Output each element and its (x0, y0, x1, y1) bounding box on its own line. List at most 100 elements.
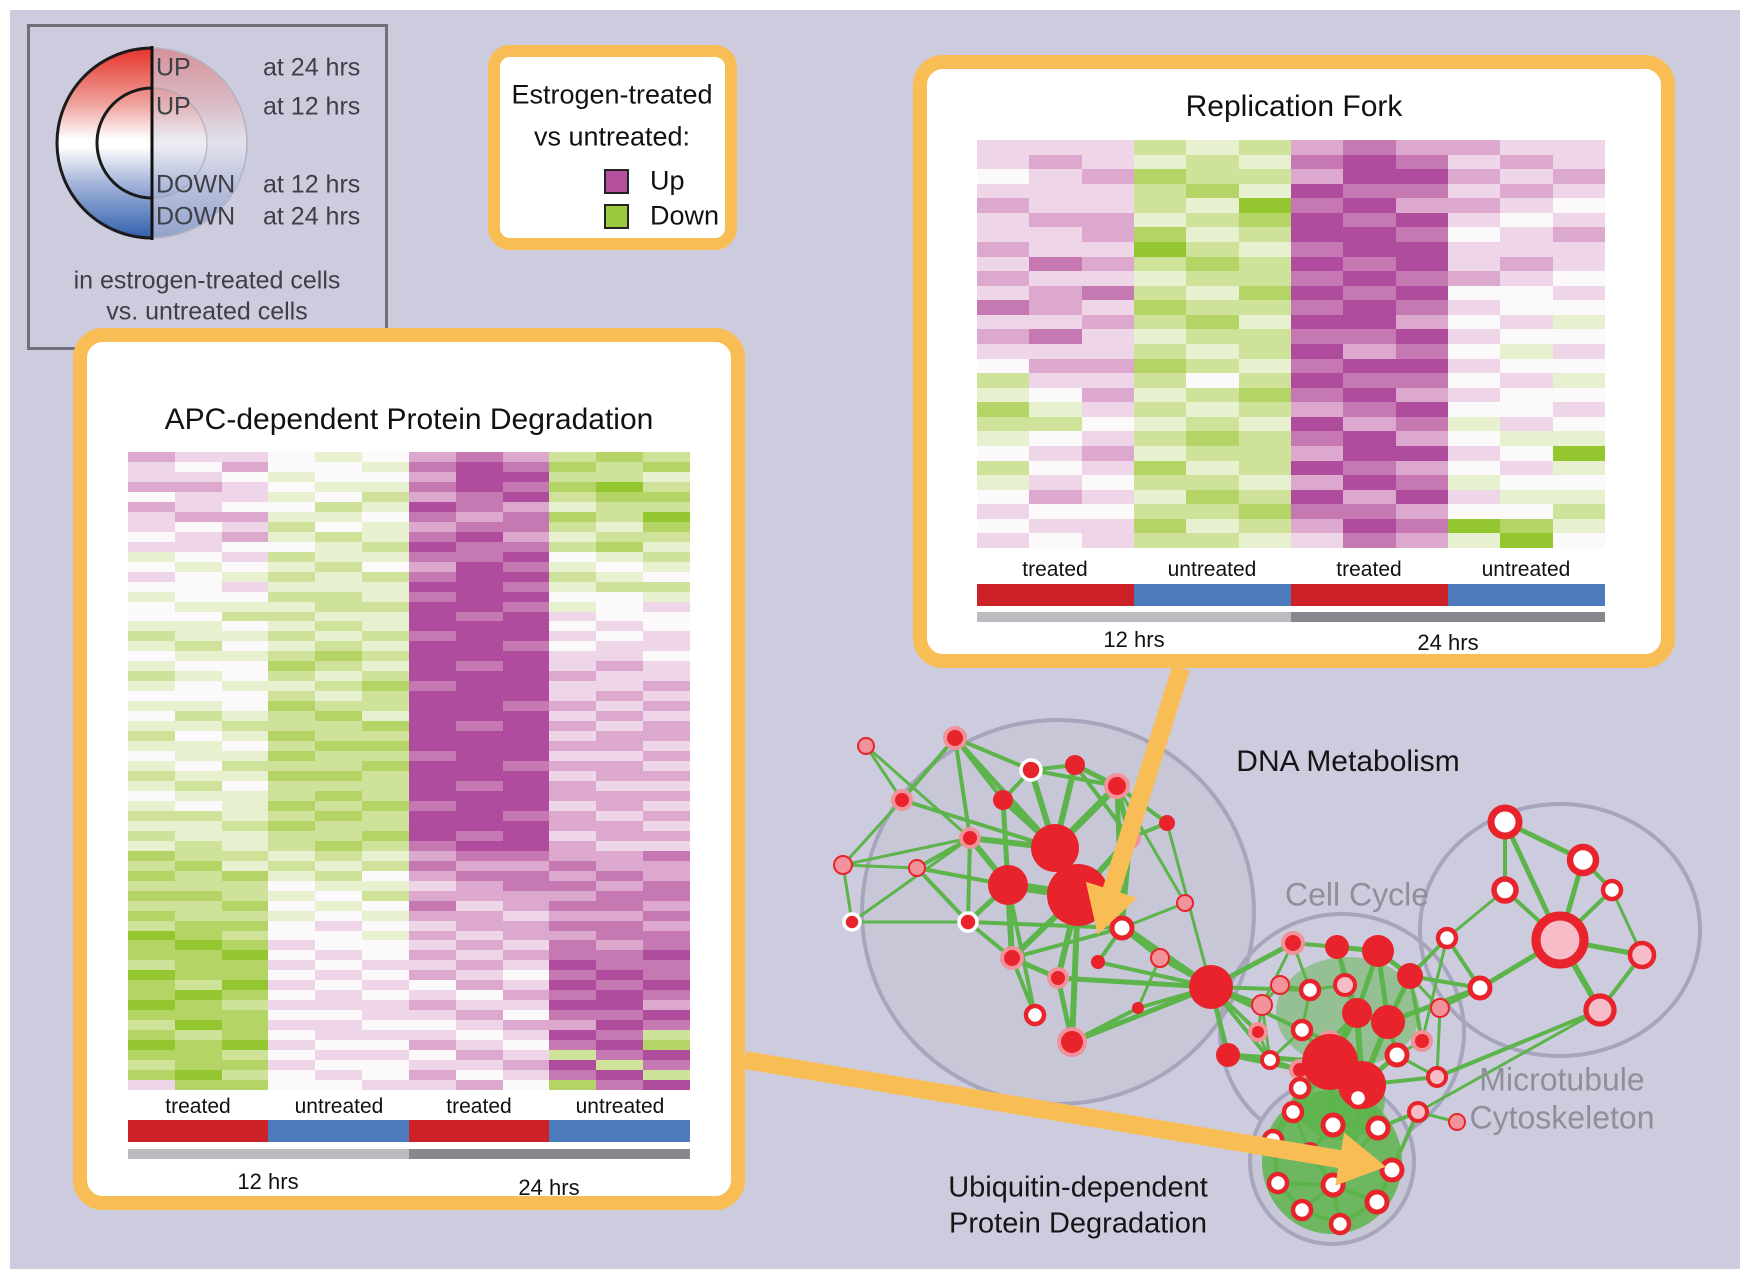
heatmap-cell (1447, 256, 1501, 272)
heatmap-cell (408, 960, 456, 971)
heatmap-cell (362, 481, 409, 492)
heatmap-cell (455, 990, 503, 1001)
heatmap-cell (128, 1050, 175, 1061)
heatmap-cell (408, 641, 456, 652)
heatmap-cell (643, 910, 690, 921)
heatmap-cell (502, 790, 550, 801)
heatmap-cell (1500, 343, 1553, 359)
heatmap-cell (362, 1030, 409, 1041)
heatmap-cell (174, 940, 222, 951)
heatmap-cell (1500, 154, 1553, 170)
heatmap-cell (1552, 416, 1605, 432)
heatmap-cell (643, 1010, 690, 1021)
heatmap-cell (408, 661, 456, 672)
heatmap-cell (268, 731, 316, 742)
heatmap-cell (977, 154, 1030, 170)
heatmap-cell (315, 980, 363, 991)
heatmap-cell (315, 701, 363, 712)
heatmap-cell (643, 491, 690, 502)
heatmap-cell (174, 1070, 222, 1081)
heatmap-cell (643, 691, 690, 702)
heatmap-cell (408, 501, 456, 512)
heatmap-cell (455, 1080, 503, 1090)
heatmap-cell (455, 581, 503, 592)
heatmap-cell (268, 850, 316, 861)
heatmap-cell (315, 910, 363, 921)
heatmap-cell (1343, 416, 1396, 432)
heatmap-cell (174, 591, 222, 602)
heatmap-cell (408, 452, 456, 462)
heatmap-cell (1029, 387, 1082, 403)
heatmap-cell (268, 711, 316, 722)
heatmap-cell (408, 1020, 456, 1031)
heatmap-cell (1395, 169, 1448, 184)
heatmap-cell (128, 541, 175, 552)
heatmap-cell (549, 1060, 597, 1071)
heatmap-cell (1500, 460, 1553, 476)
heatmap-cell (502, 1060, 550, 1071)
heatmap-cell (455, 541, 503, 552)
heatmap-cell (128, 930, 175, 941)
heatmap-cell (1500, 489, 1553, 505)
apc-treated-bar-24 (409, 1120, 549, 1142)
heatmap-cell (1343, 300, 1396, 315)
heatmap-cell (1133, 154, 1187, 170)
heatmap-cell (221, 1070, 269, 1081)
heatmap-cell (408, 850, 456, 861)
heatmap-cell (596, 800, 644, 811)
heatmap-cell (315, 850, 363, 861)
heatmap-cell (1029, 183, 1082, 199)
rf-12hrs-label: 12 hrs (1103, 627, 1165, 652)
heatmap-cell (1343, 241, 1396, 257)
heatmap-cell (362, 501, 409, 512)
heatmap-cell (315, 491, 363, 502)
heatmap-cell (455, 491, 503, 502)
heatmap-cell (1447, 431, 1501, 446)
heatmap-cell (1081, 329, 1134, 344)
heatmap-cell (1290, 256, 1344, 272)
heatmap-cell (174, 830, 222, 841)
heatmap-cell (549, 641, 597, 652)
heatmap-cell (643, 711, 690, 722)
heatmap-cell (362, 1000, 409, 1011)
heatmap-cell (1081, 140, 1134, 155)
heatmap-cell (1395, 416, 1448, 432)
heatmap-cell (643, 890, 690, 901)
heatmap-cell (549, 661, 597, 672)
heatmap-cell (362, 771, 409, 781)
heatmap-cell (596, 940, 644, 951)
heatmap-cell (128, 890, 175, 901)
heatmap-cell (1343, 402, 1396, 417)
heatmap-cell (362, 1020, 409, 1031)
heatmap-cell (128, 1070, 175, 1081)
heatmap-cell (455, 771, 503, 781)
heatmap-cell (502, 571, 550, 582)
heatmap-cell (315, 501, 363, 512)
heatmap-cell (1081, 169, 1134, 184)
heatmap-cell (1029, 140, 1082, 155)
ring-legend-footer-1: in estrogen-treated cells (73, 266, 341, 295)
heatmap-cell (128, 551, 175, 562)
heatmap-cell (643, 830, 690, 841)
heatmap-cell (315, 800, 363, 811)
heatmap-cell (174, 880, 222, 891)
heatmap-cell (408, 751, 456, 762)
heatmap-cell (174, 501, 222, 512)
heatmap-cell (174, 701, 222, 712)
heatmap-cell (1029, 518, 1082, 534)
heatmap-cell (502, 870, 550, 881)
heatmap-cell (643, 651, 690, 662)
apc-12hrs-label: 12 hrs (237, 1169, 299, 1194)
heatmap-cell (268, 621, 316, 632)
heatmap-cell (268, 890, 316, 901)
heatmap-cell (455, 870, 503, 881)
heatmap-cell (1238, 489, 1291, 505)
heatmap-cell (128, 661, 175, 672)
heatmap-cell (455, 641, 503, 652)
heatmap-cell (643, 481, 690, 492)
heatmap-cell (408, 1040, 456, 1051)
heatmap-cell (408, 1060, 456, 1071)
rf-24hrs-bar (1291, 612, 1605, 622)
heatmap-cell (268, 671, 316, 682)
up-swatch (604, 169, 629, 194)
